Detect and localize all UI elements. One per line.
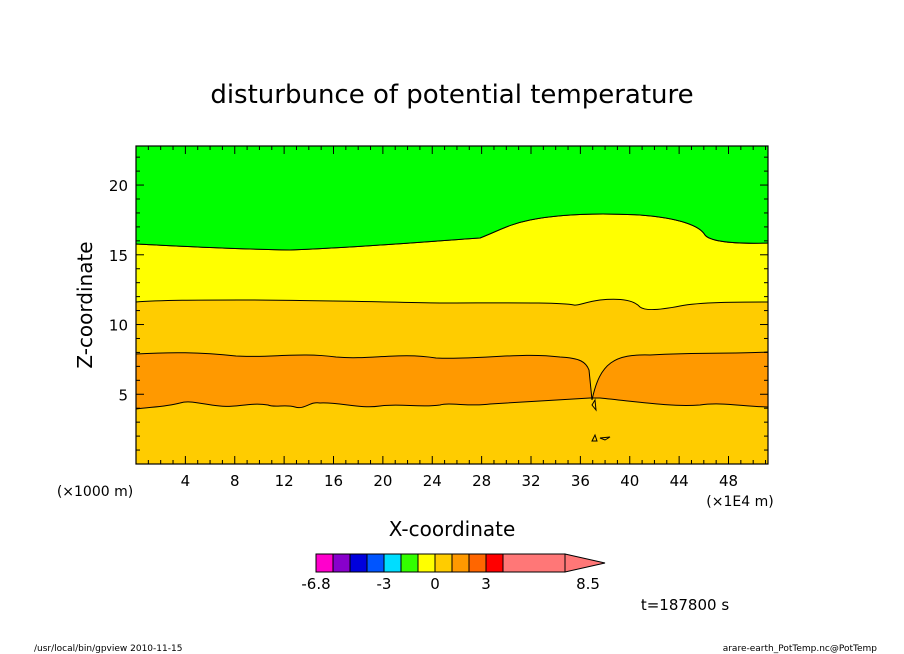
x-tick-label: 36: [571, 472, 590, 490]
y-tick-label: 20: [109, 177, 128, 195]
colorbar-swatch: [400, 553, 419, 573]
colorbar-tick-label: 0: [430, 575, 440, 593]
footer-left: /usr/local/bin/gpview 2010-11-15: [34, 644, 182, 654]
x-tick-label: 24: [423, 472, 442, 490]
contour-small-feature: [591, 398, 611, 442]
colorbar-tick-label: 8.5: [576, 575, 600, 593]
x-tick-label: 32: [521, 472, 540, 490]
plot-frame: [135, 145, 769, 465]
colorbar: [315, 553, 606, 573]
contour-yellow-green: [135, 213, 769, 251]
x-unit-right: (×1E4 m): [706, 494, 773, 510]
colorbar-swatch: [451, 553, 470, 573]
x-tick-label: 20: [373, 472, 392, 490]
region-orange-band: [135, 351, 769, 410]
x-unit-left: (×1000 m): [57, 484, 133, 500]
colorbar-swatch: [349, 553, 368, 573]
x-tick-label: 4: [181, 472, 191, 490]
colorbar-tick-label: 3: [481, 575, 491, 593]
y-axis-ticks: 5 10 15 20: [109, 156, 768, 451]
colorbar-swatch: [315, 553, 334, 573]
colorbar-swatch: [502, 553, 566, 573]
x-tick-label: 44: [670, 472, 689, 490]
x-axis-ticks: 4 8 12 16 20 24 28 32 36 40 44 48: [147, 146, 767, 490]
colorbar-swatch: [485, 553, 504, 573]
x-tick-label: 40: [620, 472, 639, 490]
colorbar-swatch: [417, 553, 436, 573]
x-tick-label: 12: [275, 472, 294, 490]
y-tick-label: 5: [118, 386, 128, 404]
region-green-top: [136, 146, 768, 250]
x-axis-label: X-coordinate: [389, 517, 516, 541]
colorbar-swatch: [332, 553, 351, 573]
colorbar-tick-label: -3: [377, 575, 392, 593]
colorbar-swatch: [434, 553, 453, 573]
colorbar-ticks: -6.8 -3 0 3 8.5: [301, 575, 600, 593]
time-label: t=187800 s: [641, 596, 729, 614]
y-tick-label: 15: [109, 247, 128, 265]
colorbar-tick-label: -6.8: [301, 575, 330, 593]
y-axis-label: Z-coordinate: [73, 241, 97, 368]
x-tick-label: 8: [230, 472, 240, 490]
x-tick-label: 48: [719, 472, 738, 490]
footer-right: arare-earth_PotTemp.nc@PotTemp: [723, 644, 878, 654]
x-tick-label: 28: [472, 472, 491, 490]
colorbar-extend-arrow: [564, 553, 606, 573]
colorbar-swatch: [383, 553, 402, 573]
colorbar-swatch: [468, 553, 487, 573]
y-tick-label: 10: [109, 317, 128, 335]
colorbar-swatch: [366, 553, 385, 573]
chart-title: disturbunce of potential temperature: [210, 80, 693, 110]
x-tick-label: 16: [324, 472, 343, 490]
